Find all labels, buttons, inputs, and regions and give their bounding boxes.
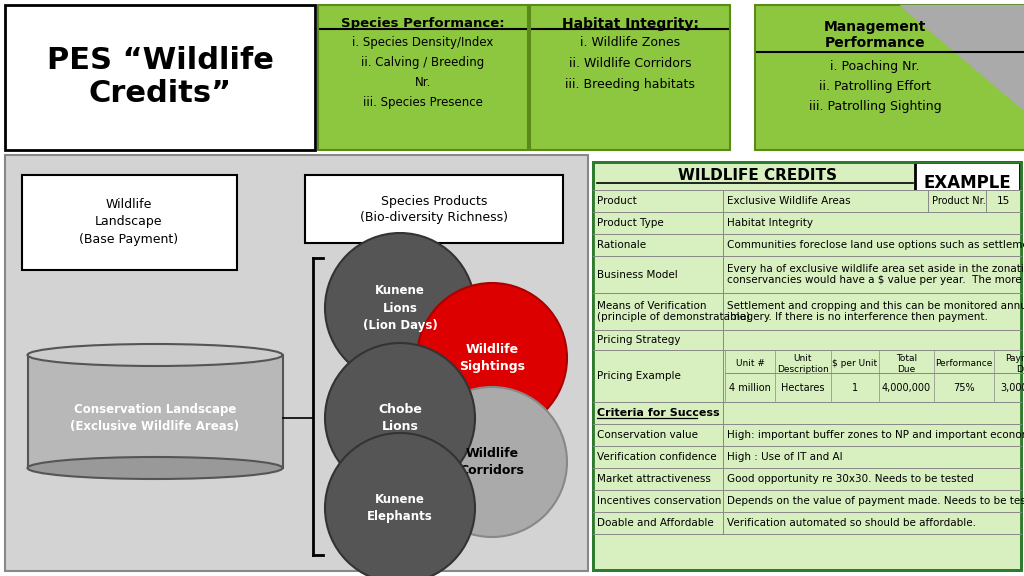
Text: Criteria for Success: Criteria for Success: [597, 408, 720, 418]
Text: Total
Due: Total Due: [896, 354, 918, 374]
FancyBboxPatch shape: [593, 234, 1021, 256]
FancyBboxPatch shape: [593, 190, 1021, 212]
Text: $ per Unit: $ per Unit: [833, 359, 878, 369]
Ellipse shape: [28, 344, 283, 366]
Text: High : Use of IT and AI: High : Use of IT and AI: [727, 452, 843, 462]
Text: Conservation Landscape
(Exclusive Wildlife Areas): Conservation Landscape (Exclusive Wildli…: [71, 403, 240, 433]
Text: Species Products
(Bio-diversity Richness): Species Products (Bio-diversity Richness…: [360, 195, 508, 223]
Text: Doable and Affordable: Doable and Affordable: [597, 518, 714, 528]
FancyBboxPatch shape: [318, 5, 528, 150]
Text: Product Type: Product Type: [597, 218, 664, 228]
Text: Performance: Performance: [935, 359, 992, 369]
Text: Conservation value: Conservation value: [597, 430, 698, 440]
FancyBboxPatch shape: [593, 468, 1021, 490]
Text: High: important buffer zones to NP and important economic value: High: important buffer zones to NP and i…: [727, 430, 1024, 440]
Text: Wildlife
Landscape
(Base Payment): Wildlife Landscape (Base Payment): [80, 199, 178, 245]
Text: Chobe
Lions: Chobe Lions: [378, 403, 422, 433]
Circle shape: [325, 233, 475, 383]
Ellipse shape: [28, 457, 283, 479]
Circle shape: [325, 433, 475, 576]
Circle shape: [417, 387, 567, 537]
FancyBboxPatch shape: [593, 512, 1021, 534]
FancyBboxPatch shape: [305, 175, 563, 243]
Text: Payment
Due: Payment Due: [1006, 354, 1024, 374]
Text: Means of Verification
(principle of demonstratable): Means of Verification (principle of demo…: [597, 301, 750, 323]
Text: EXAMPLE: EXAMPLE: [923, 174, 1011, 192]
FancyBboxPatch shape: [755, 5, 1024, 150]
Text: Unit #: Unit #: [735, 359, 765, 369]
Text: Kunene
Lions
(Lion Days): Kunene Lions (Lion Days): [362, 285, 437, 332]
Text: 4,000,000: 4,000,000: [882, 383, 931, 393]
Text: Management
Performance: Management Performance: [824, 20, 926, 50]
Text: Product: Product: [597, 196, 637, 206]
FancyBboxPatch shape: [22, 175, 237, 270]
Text: Habitat Integrity:: Habitat Integrity:: [561, 17, 698, 31]
Text: Market attractiveness: Market attractiveness: [597, 474, 711, 484]
Text: Business Model: Business Model: [597, 270, 678, 279]
FancyBboxPatch shape: [5, 5, 315, 150]
FancyBboxPatch shape: [593, 446, 1021, 468]
Text: Unit
Description: Unit Description: [777, 354, 828, 374]
Circle shape: [417, 283, 567, 433]
FancyBboxPatch shape: [593, 330, 1021, 350]
Text: 3,000,000: 3,000,000: [1000, 383, 1024, 393]
Text: WILDLIFE CREDITS: WILDLIFE CREDITS: [679, 169, 838, 184]
Text: Wildlife
Corridors: Wildlife Corridors: [460, 447, 524, 477]
Text: Communities foreclose land use options such as settlement and cropping: Communities foreclose land use options s…: [727, 240, 1024, 250]
FancyBboxPatch shape: [593, 402, 1021, 424]
Text: i. Species Density/Index
ii. Calving / Breeding
Nr.
iii. Species Presence: i. Species Density/Index ii. Calving / B…: [352, 36, 494, 109]
Text: Habitat Integrity: Habitat Integrity: [727, 218, 813, 228]
Text: Hectares: Hectares: [781, 383, 824, 393]
Text: Product Nr.: Product Nr.: [932, 196, 986, 206]
Text: 75%: 75%: [953, 383, 975, 393]
Polygon shape: [900, 5, 1024, 110]
FancyBboxPatch shape: [28, 355, 283, 468]
Text: Species Performance:: Species Performance:: [341, 17, 505, 30]
Text: Every ha of exclusive wildlife area set aside in the zonation plans of
conservan: Every ha of exclusive wildlife area set …: [727, 264, 1024, 285]
Text: Pricing Example: Pricing Example: [597, 371, 681, 381]
Text: Verification automated so should be affordable.: Verification automated so should be affo…: [727, 518, 976, 528]
Text: Good opportunity re 30x30. Needs to be tested: Good opportunity re 30x30. Needs to be t…: [727, 474, 974, 484]
FancyBboxPatch shape: [593, 424, 1021, 446]
FancyBboxPatch shape: [593, 350, 1021, 402]
Text: Rationale: Rationale: [597, 240, 646, 250]
FancyBboxPatch shape: [530, 5, 730, 150]
Text: Verification confidence: Verification confidence: [597, 452, 717, 462]
FancyBboxPatch shape: [593, 490, 1021, 512]
FancyBboxPatch shape: [593, 293, 1021, 330]
Text: 15: 15: [996, 196, 1010, 206]
FancyBboxPatch shape: [5, 155, 588, 571]
Text: 1: 1: [852, 383, 858, 393]
Text: Kunene
Elephants: Kunene Elephants: [368, 493, 433, 523]
FancyBboxPatch shape: [593, 212, 1021, 234]
Text: 4 million: 4 million: [729, 383, 771, 393]
Text: PES “Wildlife
Credits”: PES “Wildlife Credits”: [46, 46, 273, 108]
Text: Exclusive Wildlife Areas: Exclusive Wildlife Areas: [727, 196, 851, 206]
Text: Incentives conservation: Incentives conservation: [597, 496, 721, 506]
FancyBboxPatch shape: [915, 162, 1020, 204]
Text: Depends on the value of payment made. Needs to be tested: Depends on the value of payment made. Ne…: [727, 496, 1024, 506]
Text: Pricing Strategy: Pricing Strategy: [597, 335, 681, 345]
FancyBboxPatch shape: [593, 162, 1021, 570]
Text: i. Wildlife Zones
ii. Wildlife Corridors
iii. Breeding habitats: i. Wildlife Zones ii. Wildlife Corridors…: [565, 36, 695, 91]
Text: i. Poaching Nr.
ii. Patrolling Effort
iii. Patrolling Sighting: i. Poaching Nr. ii. Patrolling Effort ii…: [809, 60, 941, 113]
FancyBboxPatch shape: [593, 256, 1021, 293]
Circle shape: [325, 343, 475, 493]
Text: Settlement and cropping and this can be monitored annually by satellite
imagery.: Settlement and cropping and this can be …: [727, 301, 1024, 323]
Text: Wildlife
Sightings: Wildlife Sightings: [459, 343, 525, 373]
